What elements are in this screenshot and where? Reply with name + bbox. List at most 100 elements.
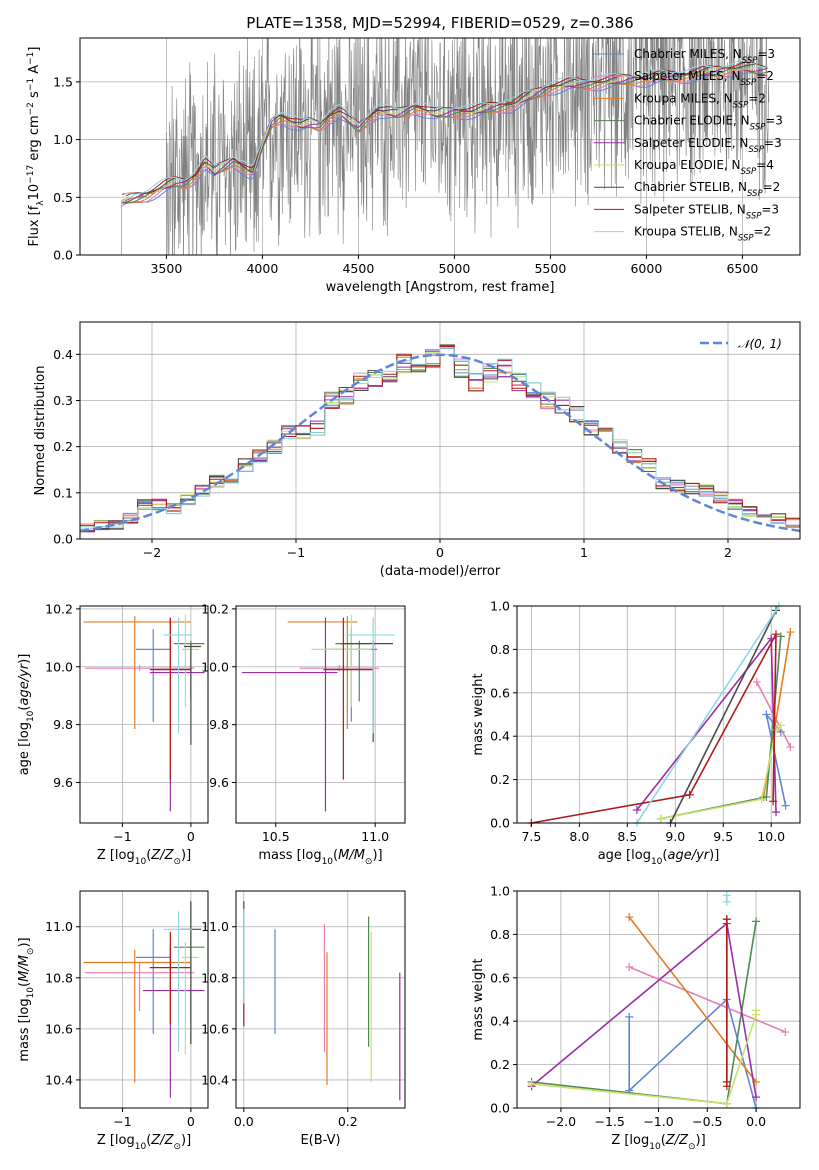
spectrum-xtick-label: 6500 <box>726 261 758 276</box>
mass_vs_ebv-xtick-label: 0.2 <box>338 1114 358 1129</box>
weight_vs_age-xtick-label: 7.5 <box>521 829 541 844</box>
weight_vs_Z-marker-7 <box>722 915 731 924</box>
mass_vs_Z-ytick-label: 10.8 <box>45 970 73 985</box>
spectrum-legend-label-part: SSP <box>746 211 762 221</box>
spectrum-ylabel-part: erg cm <box>27 115 42 164</box>
age_vs_Z-ylabel-part: age/yr <box>17 662 32 705</box>
spectrum-legend-label-part: SSP <box>733 100 749 110</box>
spectrum-ylabel: Flux [fλ10−17 erg cm−2 s−1 A−1] <box>26 47 46 247</box>
spectrum-ylabel-part: −1 <box>26 78 36 91</box>
weight_vs_age-marker-5 <box>757 795 766 804</box>
spectrum-ylabel-part: λ <box>36 200 46 206</box>
spectrum-model-4 <box>122 66 768 204</box>
spectrum-legend-label-part: Kroupa ELODIE, N <box>634 158 741 172</box>
weight_vs_age-frame <box>516 605 801 824</box>
spectrum-legend-label-part: SSP <box>750 123 766 133</box>
mass_vs_ebv-xtick-label: 0.0 <box>234 1114 254 1129</box>
age_vs_mass-xtick-label: 10.5 <box>262 829 290 844</box>
mass_vs_Z-xlabel-part: 10 <box>135 1142 147 1152</box>
spectrum-legend-label-part: Salpeter MILES, N <box>634 69 741 83</box>
age_vs_Z-xtick-label: −1 <box>113 829 131 844</box>
spectrum-xlabel-part: wavelength [Angstrom, rest frame] <box>326 280 555 295</box>
weight_vs_age-ytick-label: 0.6 <box>490 685 510 700</box>
weight_vs_Z-marker-5 <box>527 1080 536 1089</box>
spectrum-legend-label-part: =3 <box>764 136 782 150</box>
weight_vs_age-ytick-label: 0.2 <box>490 772 510 787</box>
mass_vs_ebv-xlabel: E(B-V) <box>300 1133 340 1148</box>
weight_vs_Z-series-4 <box>531 921 757 1098</box>
residuals-ylabel-part: Normed distribution <box>33 366 48 496</box>
spectrum-plot-area <box>101 38 770 255</box>
age_vs_Z-xlabel-part: ⊙ <box>173 857 181 867</box>
residual-legend-label: 𝒩(0, 1) <box>738 337 782 351</box>
age_vs_Z-xlabel-part: )] <box>181 848 191 863</box>
weight_vs_Z-series-1 <box>628 966 786 1033</box>
age_vs_Z-xlabel-part: Z/Z <box>150 848 174 863</box>
mass_vs_ebv-ytick-label: 11.0 <box>201 919 229 934</box>
mass_vs_Z-ylabel-part: mass [log <box>17 998 32 1061</box>
weight_vs_age-ylabel: mass weight <box>471 673 486 755</box>
mass_vs_Z-ytick-label: 10.4 <box>45 1072 73 1087</box>
mass_vs_Z-xlabel-part: ( <box>146 1133 151 1148</box>
weight_vs_age-marker-7 <box>685 790 694 799</box>
weight_vs_age-xlabel-part: ( <box>662 848 667 863</box>
weight_vs_age-xtick-label: 8.0 <box>569 829 589 844</box>
spectrum-frame <box>79 37 801 256</box>
weight_vs_age-ytick-label: 0.4 <box>490 729 510 744</box>
weight_vs_age-xtick-label: 8.5 <box>617 829 637 844</box>
spectrum-legend-label: Salpeter STELIB, NSSP=3 <box>634 202 779 221</box>
age_vs_Z-ylabel-part: )] <box>17 654 32 664</box>
weight_vs_Z-xtick-label: −0.5 <box>692 1114 722 1129</box>
weight_vs_Z-xtick-label: −1.0 <box>643 1114 673 1129</box>
weight_vs_Z-ytick-label: 0.2 <box>490 1057 510 1072</box>
figure-title: PLATE=1358, MJD=52994, FIBERID=0529, z=0… <box>246 14 633 32</box>
spectrum-legend-label: Chabrier ELODIE, NSSP=3 <box>634 114 783 133</box>
spectrum-legend-label-part: Salpeter STELIB, N <box>634 202 746 216</box>
spectrum-ytick-label: 0.0 <box>53 248 73 263</box>
weight_vs_age-xlabel: age [log10(age/yr)] <box>598 848 720 867</box>
mass_vs_Z-ytick-label: 11.0 <box>45 919 73 934</box>
age_vs_Z-xtick-label: 0 <box>187 829 195 844</box>
weight_vs_age-xlabel-part: age [log <box>598 848 651 863</box>
mass_vs_ebv-ytick-label: 10.6 <box>201 1021 229 1036</box>
weight_vs_Z-marker-5 <box>752 1006 761 1015</box>
weight_vs_age-xtick-label: 9.5 <box>713 829 733 844</box>
spectrum-ytick-label: 1.5 <box>53 74 73 89</box>
residual-hist-8 <box>80 347 800 529</box>
weight_vs_Z-marker-7 <box>722 1082 731 1091</box>
spectrum-xtick-label: 6000 <box>630 261 662 276</box>
weight_vs_Z-xlabel: Z [log10(Z/Z⊙)] <box>611 1133 705 1152</box>
age_vs_Z-ylabel: age [log10(age/yr)] <box>17 654 36 776</box>
residuals-xlabel: (data-model)/error <box>380 564 501 579</box>
spectrum-legend-label-part: Chabrier STELIB, N <box>634 180 747 194</box>
weight_vs_Z-ytick-label: 1.0 <box>490 884 510 899</box>
spectrum-legend-label-part: SSP <box>738 234 754 244</box>
weight_vs_Z-xlabel-part: ( <box>661 1133 666 1148</box>
weight_vs_age-marker-1 <box>752 677 761 686</box>
spectrum-xtick-label: 5000 <box>438 261 470 276</box>
age_vs_Z-xlabel: Z [log10(Z/Z⊙)] <box>97 848 191 867</box>
residuals-xtick-label: −2 <box>143 545 161 560</box>
residuals-xtick-label: 1 <box>580 545 588 560</box>
weight_vs_age-series-5 <box>660 724 782 820</box>
mass_vs_Z-ylabel-part: )] <box>17 937 32 947</box>
weight_vs_age-marker-5 <box>776 721 785 730</box>
weight_vs_age-marker-2 <box>786 628 795 637</box>
mass_vs_ebv-ytick-label: 10.8 <box>201 970 229 985</box>
weight_vs_age-marker-7 <box>769 797 778 806</box>
spectrum-legend-label-part: =2 <box>763 180 781 194</box>
weight_vs_Z-xlabel-part: 10 <box>649 1142 661 1152</box>
age_vs_Z-ylabel-part: ( <box>17 706 32 711</box>
age_vs_Z-xlabel-part: 10 <box>135 857 147 867</box>
weight_vs_age-xlabel-part: age/yr <box>667 848 710 863</box>
spectrum-data-line <box>101 38 770 255</box>
residuals-xtick-label: 2 <box>724 545 732 560</box>
age_vs_Z-ytick-label: 10.2 <box>45 601 73 616</box>
age_vs_mass-ytick-label: 10.2 <box>201 601 229 616</box>
weight_vs_age-marker-1 <box>786 743 795 752</box>
spectrum-legend-label: Kroupa ELODIE, NSSP=4 <box>634 158 774 177</box>
weight_vs_age-series-4 <box>636 636 777 813</box>
spectrum-ylabel-part: −17 <box>26 165 36 184</box>
mass_vs_Z-xlabel-part: ⊙ <box>173 1142 181 1152</box>
